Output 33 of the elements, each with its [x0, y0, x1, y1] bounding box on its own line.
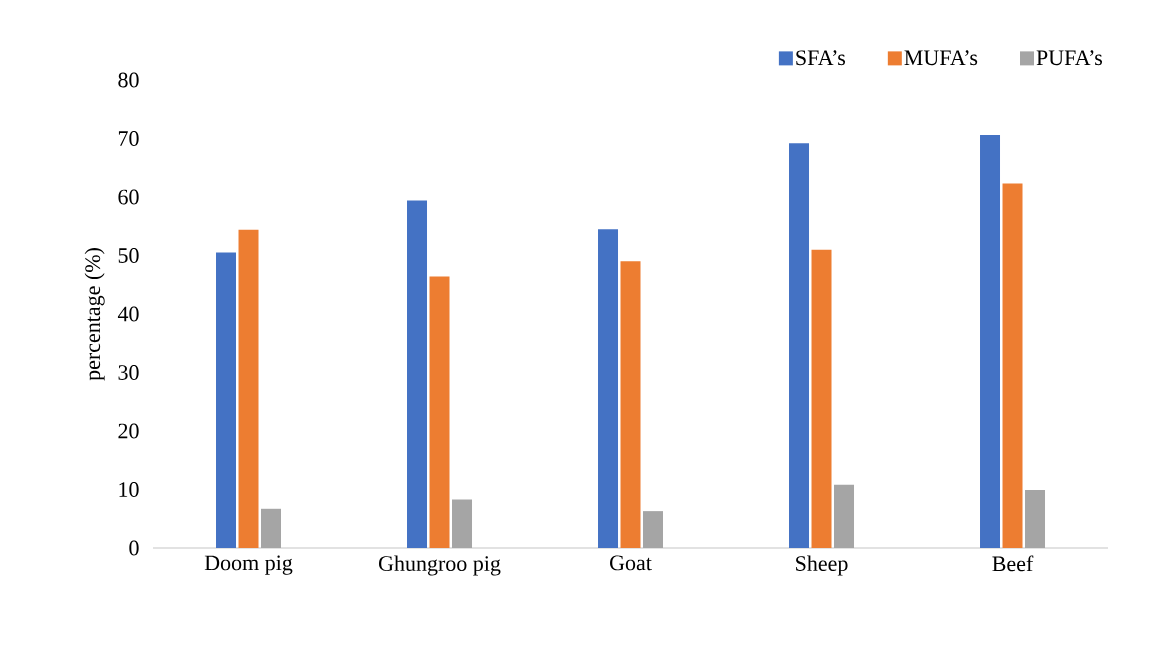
x-tick-label: Beef: [992, 555, 1034, 572]
x-tick-label: Goat: [610, 555, 652, 571]
bar: [216, 252, 237, 548]
y-tick-label: 70: [118, 131, 139, 146]
y-tick-label: 40: [117, 306, 139, 322]
bar: [811, 249, 832, 548]
x-tick-label: Sheep: [796, 555, 848, 576]
y-tick-label: 20: [118, 423, 139, 439]
bar: [980, 134, 1001, 548]
bar: [1025, 490, 1046, 548]
bar: [643, 511, 664, 548]
bar: [407, 200, 428, 548]
y-tick-label: 30: [118, 365, 139, 380]
bar: [789, 143, 810, 548]
y-tick-label: 80: [118, 72, 139, 88]
bar: [1002, 183, 1023, 548]
y-tick-label: 60: [118, 189, 139, 205]
y-axis-title: percentage (%): [84, 248, 105, 381]
bar: [598, 229, 619, 548]
y-tick-label: 10: [119, 482, 139, 497]
bar: [620, 261, 641, 548]
legend-label: SFA’s: [796, 50, 846, 66]
y-tick-label: 0: [129, 540, 139, 556]
bar: [452, 499, 473, 548]
x-tick-label: Doom pig: [204, 555, 293, 575]
y-tick-label: 50: [118, 248, 139, 263]
bar: [429, 276, 450, 548]
bar: [238, 229, 259, 548]
bar: [261, 508, 282, 548]
legend-label: MUFA’s: [904, 50, 978, 66]
x-tick-label: Ghungroo pig: [379, 555, 501, 576]
bar: [834, 484, 855, 548]
legend-label: PUFA’s: [1036, 50, 1103, 66]
